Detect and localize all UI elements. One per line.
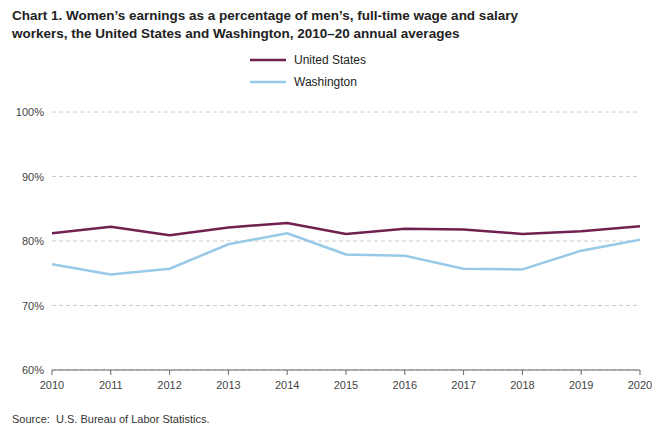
x-tick <box>228 370 229 375</box>
x-tick-label: 2011 <box>99 379 123 391</box>
x-tick <box>169 370 170 375</box>
title-line: Chart 1. Women’s earnings as a percentag… <box>12 8 518 23</box>
x-tick <box>522 370 523 375</box>
x-tick-label: 2010 <box>40 379 64 391</box>
legend: United States Washington <box>250 53 366 89</box>
x-tick <box>640 370 641 375</box>
x-tick <box>581 370 582 375</box>
x-tick-label: 2016 <box>393 379 417 391</box>
title: Chart 1. Women’s earnings as a percentag… <box>11 8 518 41</box>
x-tick-label: 2020 <box>628 379 652 391</box>
chart: Chart 1. Women’s earnings as a percentag… <box>0 0 660 433</box>
x-tick <box>463 370 464 375</box>
series-line <box>52 233 640 274</box>
legend-swatch <box>250 81 286 84</box>
series-group <box>52 223 640 275</box>
grid-line <box>52 241 640 242</box>
x-tick <box>52 370 53 375</box>
x-tick <box>287 370 288 375</box>
legend-label: Washington <box>294 75 357 89</box>
title-line: workers, the United States and Washingto… <box>11 26 459 41</box>
x-tick-label: 2012 <box>157 379 181 391</box>
x-tick-label: 2014 <box>275 379 299 391</box>
x-tick-label: 2015 <box>334 379 358 391</box>
source: Source: U.S. Bureau of Labor Statistics. <box>12 413 209 425</box>
legend-swatch <box>250 59 286 62</box>
y-tick-label: 60% <box>22 364 44 376</box>
y-tick-label: 70% <box>22 300 44 312</box>
x-tick-label: 2018 <box>510 379 534 391</box>
y-tick-label: 90% <box>22 171 44 183</box>
y-tick-label: 80% <box>22 235 44 247</box>
series-line <box>52 223 640 235</box>
x-tick <box>346 370 347 375</box>
x-tick-label: 2019 <box>569 379 593 391</box>
x-tick-label: 2013 <box>216 379 240 391</box>
y-tick-label: 100% <box>16 106 44 118</box>
x-tick <box>404 370 405 375</box>
grid-line <box>52 112 640 113</box>
x-tick <box>110 370 111 375</box>
grid-line <box>52 176 640 177</box>
grid <box>52 112 640 370</box>
grid-line <box>52 305 640 306</box>
legend-label: United States <box>294 53 366 67</box>
x-tick-label: 2017 <box>451 379 475 391</box>
